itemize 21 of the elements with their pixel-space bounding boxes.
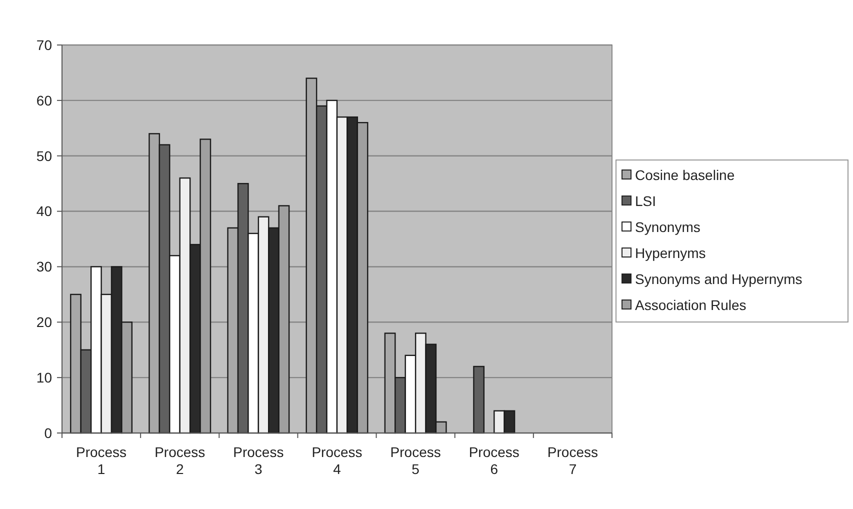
x-tick-label: Process 4 [312, 444, 362, 477]
x-tick-label: Process 6 [468, 444, 520, 477]
legend-label: Association Rules [635, 296, 746, 313]
legend-label: Synonyms [635, 218, 700, 235]
x-tick-label: Process 5 [390, 444, 441, 477]
y-tick-label: 70 [36, 36, 52, 53]
y-tick-label: 30 [36, 258, 52, 275]
y-tick-label: 60 [36, 92, 52, 108]
legend-label: Hypernyms [635, 244, 706, 261]
y-tick-label: 20 [36, 314, 52, 330]
y-tick-label: 10 [36, 369, 52, 386]
legend-label: Synonyms and Hypernyms [635, 270, 802, 287]
x-tick-label: Process 3 [233, 444, 284, 477]
x-tick-label: Process 1 [76, 444, 127, 477]
y-tick-label: 0 [44, 424, 52, 441]
y-tick-label: 40 [36, 203, 52, 220]
x-tick-label: Process 2 [154, 444, 206, 477]
legend-label: LSI [635, 192, 656, 209]
x-tick-label: Process 7 [547, 444, 598, 477]
y-tick-label: 50 [36, 148, 52, 164]
legend-label: Cosine baseline [635, 166, 735, 183]
